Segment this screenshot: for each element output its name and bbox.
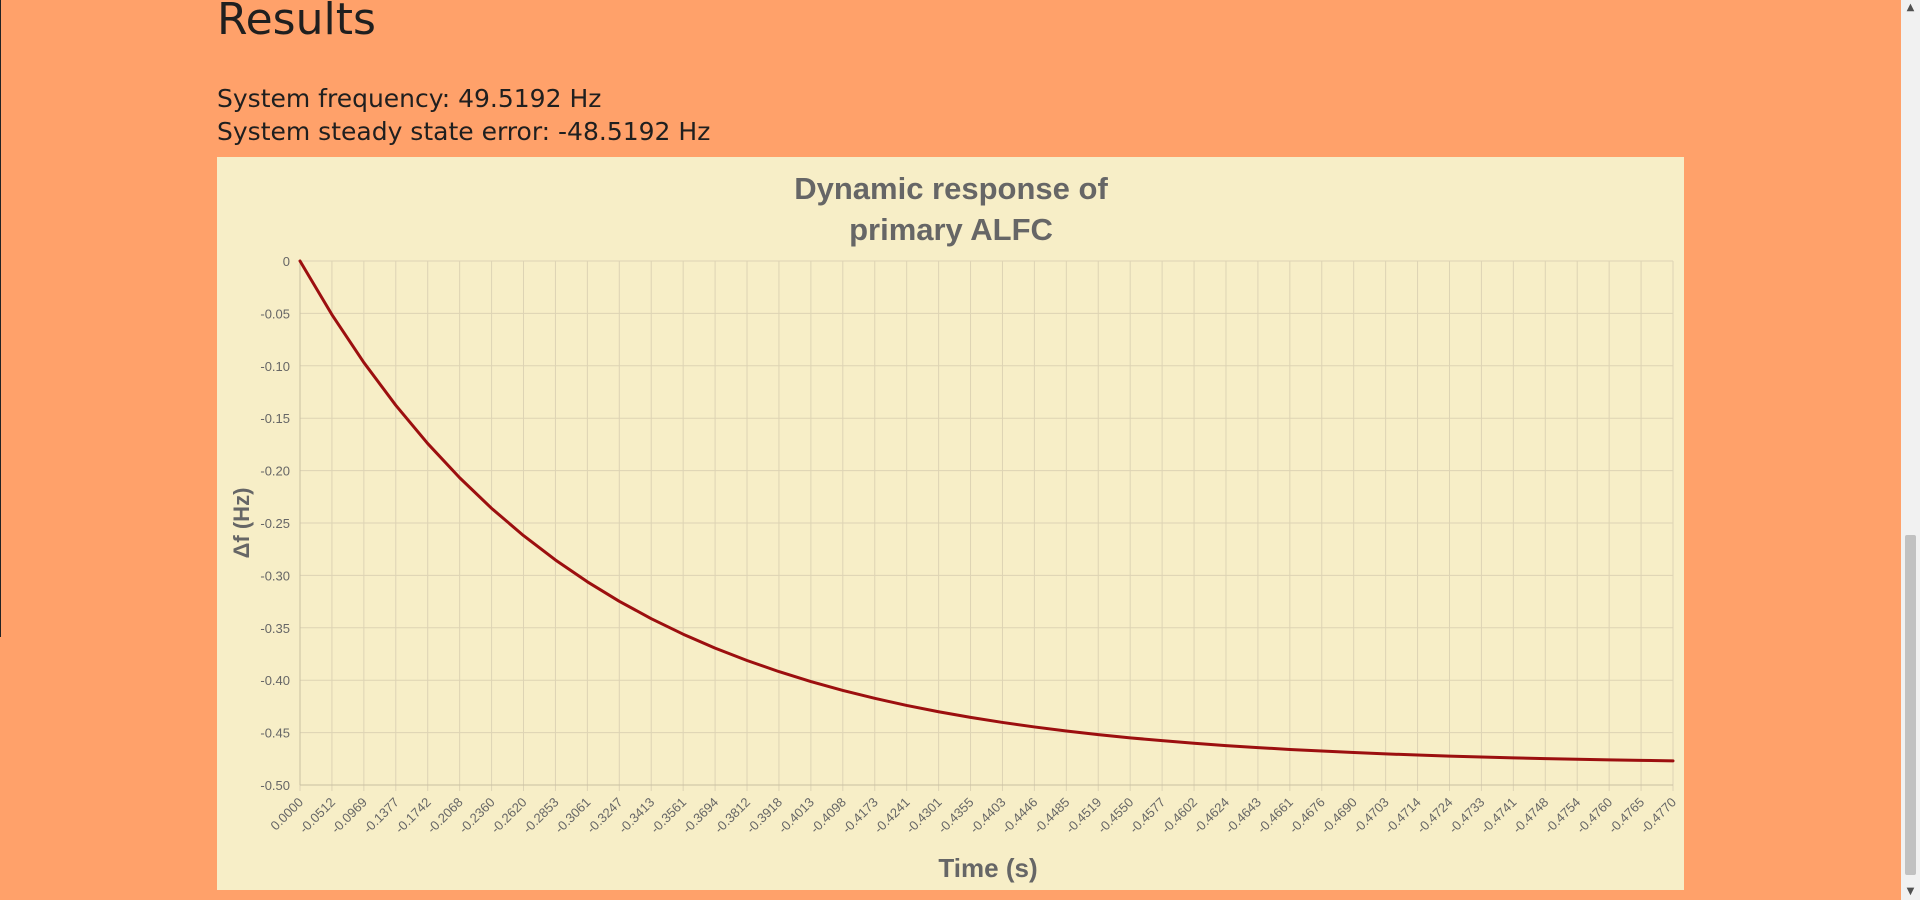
y-axis-label: Δf (Hz)	[229, 488, 254, 559]
steady-state-error-text: System steady state error: -48.5192 Hz	[217, 117, 711, 146]
window-left-edge	[0, 0, 1, 637]
y-tick-label: -0.05	[260, 306, 290, 321]
x-tick-label: -0.4770	[1637, 795, 1679, 837]
grid-layer	[299, 260, 1674, 791]
results-heading: Results	[217, 0, 376, 45]
vertical-scrollbar[interactable]: ▲ ▼	[1901, 0, 1920, 900]
y-tick-label: -0.40	[260, 673, 290, 688]
line-layer	[298, 259, 1675, 763]
y-tick-label: 0	[283, 254, 290, 269]
y-tick-label: -0.10	[260, 359, 290, 374]
y-tick-label: -0.20	[260, 464, 290, 479]
scroll-down-icon[interactable]: ▼	[1906, 886, 1915, 897]
y-tick-label: -0.35	[260, 621, 290, 636]
y-tick-label: -0.30	[260, 568, 290, 583]
axis-layer: 0 -0.05 -0.10 -0.15 -0.20 -0.25 -0.30 -0.35 -0.4…	[260, 254, 1679, 836]
chart-title-line-2: primary ALFC	[849, 212, 1053, 247]
y-tick-label: -0.45	[260, 726, 290, 741]
y-tick-label: -0.15	[260, 411, 290, 426]
scroll-up-icon[interactable]: ▲	[1906, 2, 1915, 13]
x-axis-label: Time (s)	[938, 853, 1037, 883]
y-tick-label: -0.50	[260, 778, 290, 793]
dynamic-response-chart: 0 -0.05 -0.10 -0.15 -0.20 -0.25 -0.30 -0.35 -0.4…	[229, 171, 1679, 883]
series-line-0	[298, 259, 1675, 763]
system-frequency-text: System frequency: 49.5192 Hz	[217, 84, 602, 113]
scroll-thumb[interactable]	[1905, 535, 1916, 875]
chart-panel: 0 -0.05 -0.10 -0.15 -0.20 -0.25 -0.30 -0.35 -0.4…	[217, 157, 1684, 890]
y-tick-label: -0.25	[260, 516, 290, 531]
chart-title-line-1: Dynamic response of	[794, 171, 1108, 206]
